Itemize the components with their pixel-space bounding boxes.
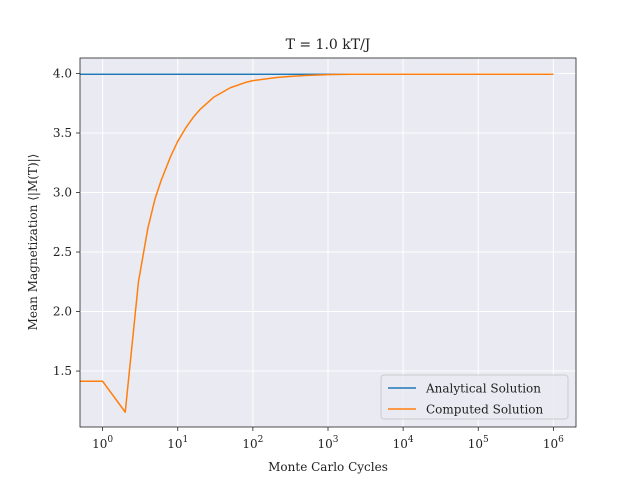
- y-tick-label: 3.0: [53, 186, 72, 200]
- legend-box: [380, 374, 569, 420]
- axes-frame: [79, 57, 577, 428]
- x-axis-label: Monte Carlo Cycles: [268, 460, 388, 474]
- chart-title: T = 1.0 kT/J: [286, 37, 371, 53]
- series-lines: [80, 73, 554, 413]
- y-tick-label: 2.0: [53, 305, 72, 319]
- y-tick-label: 3.5: [53, 126, 72, 140]
- y-axis-label: Mean Magnetization ⟨|M(T)|⟩: [26, 154, 40, 331]
- legend: Analytical Solution Computed Solution: [380, 374, 569, 420]
- y-tick-label: 2.5: [53, 245, 72, 259]
- series-line-1: [80, 73, 554, 413]
- y-tick-label: 4.0: [53, 66, 72, 80]
- legend-label-0: Analytical Solution: [425, 382, 541, 396]
- grid-lines: [80, 58, 576, 427]
- legend-label-1: Computed Solution: [426, 403, 544, 417]
- y-tick-label: 1.5: [53, 364, 72, 378]
